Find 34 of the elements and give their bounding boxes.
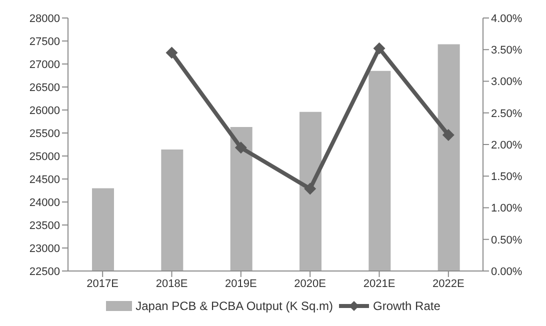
y-tick-label: 25000 xyxy=(29,150,60,163)
point xyxy=(234,142,247,154)
y-tick-label: 28000 xyxy=(29,12,60,25)
x-tick-label: 2019E xyxy=(225,278,257,290)
x-tick-label: 2022E xyxy=(432,278,464,290)
y2-tick-label: 2.50% xyxy=(491,108,522,120)
y2-tick-label: 1.00% xyxy=(491,202,522,215)
y-tick-label: 23500 xyxy=(29,220,60,232)
point xyxy=(373,42,386,54)
y2-tick-label: 3.50% xyxy=(491,44,522,57)
y2-tick-label: 4.00% xyxy=(491,12,522,25)
point xyxy=(304,182,316,195)
legend-label: Growth Rate xyxy=(373,299,440,313)
y-tick-label: 24000 xyxy=(29,196,60,209)
y2-tick-label: 3.00% xyxy=(491,76,522,88)
y-tick-label: 24500 xyxy=(29,174,60,186)
x-tick-label: 2017E xyxy=(86,278,118,290)
point xyxy=(442,129,454,142)
y-tick-label: 26000 xyxy=(29,104,60,117)
legend-label: Japan PCB & PCBA Output (K Sq.m) xyxy=(136,299,334,313)
y-tick-label: 23000 xyxy=(29,242,60,255)
y-tick-label: 27500 xyxy=(29,36,60,48)
y-tick-label: 27000 xyxy=(29,58,60,71)
x-tick-label: 2020E xyxy=(294,278,326,290)
y2-tick-label: 0.00% xyxy=(491,266,522,278)
y2-tick-label: 1.50% xyxy=(491,171,522,184)
y-tick-label: 26500 xyxy=(29,82,60,94)
y2-tick-label: 0.50% xyxy=(491,234,522,246)
x-tick-label: 2018E xyxy=(156,278,188,290)
point xyxy=(166,46,178,59)
x-tick-label: 2021E xyxy=(363,278,396,290)
y-tick-label: 22500 xyxy=(29,266,60,278)
y2-tick-label: 2.00% xyxy=(491,139,522,152)
y-tick-label: 25500 xyxy=(29,128,60,140)
